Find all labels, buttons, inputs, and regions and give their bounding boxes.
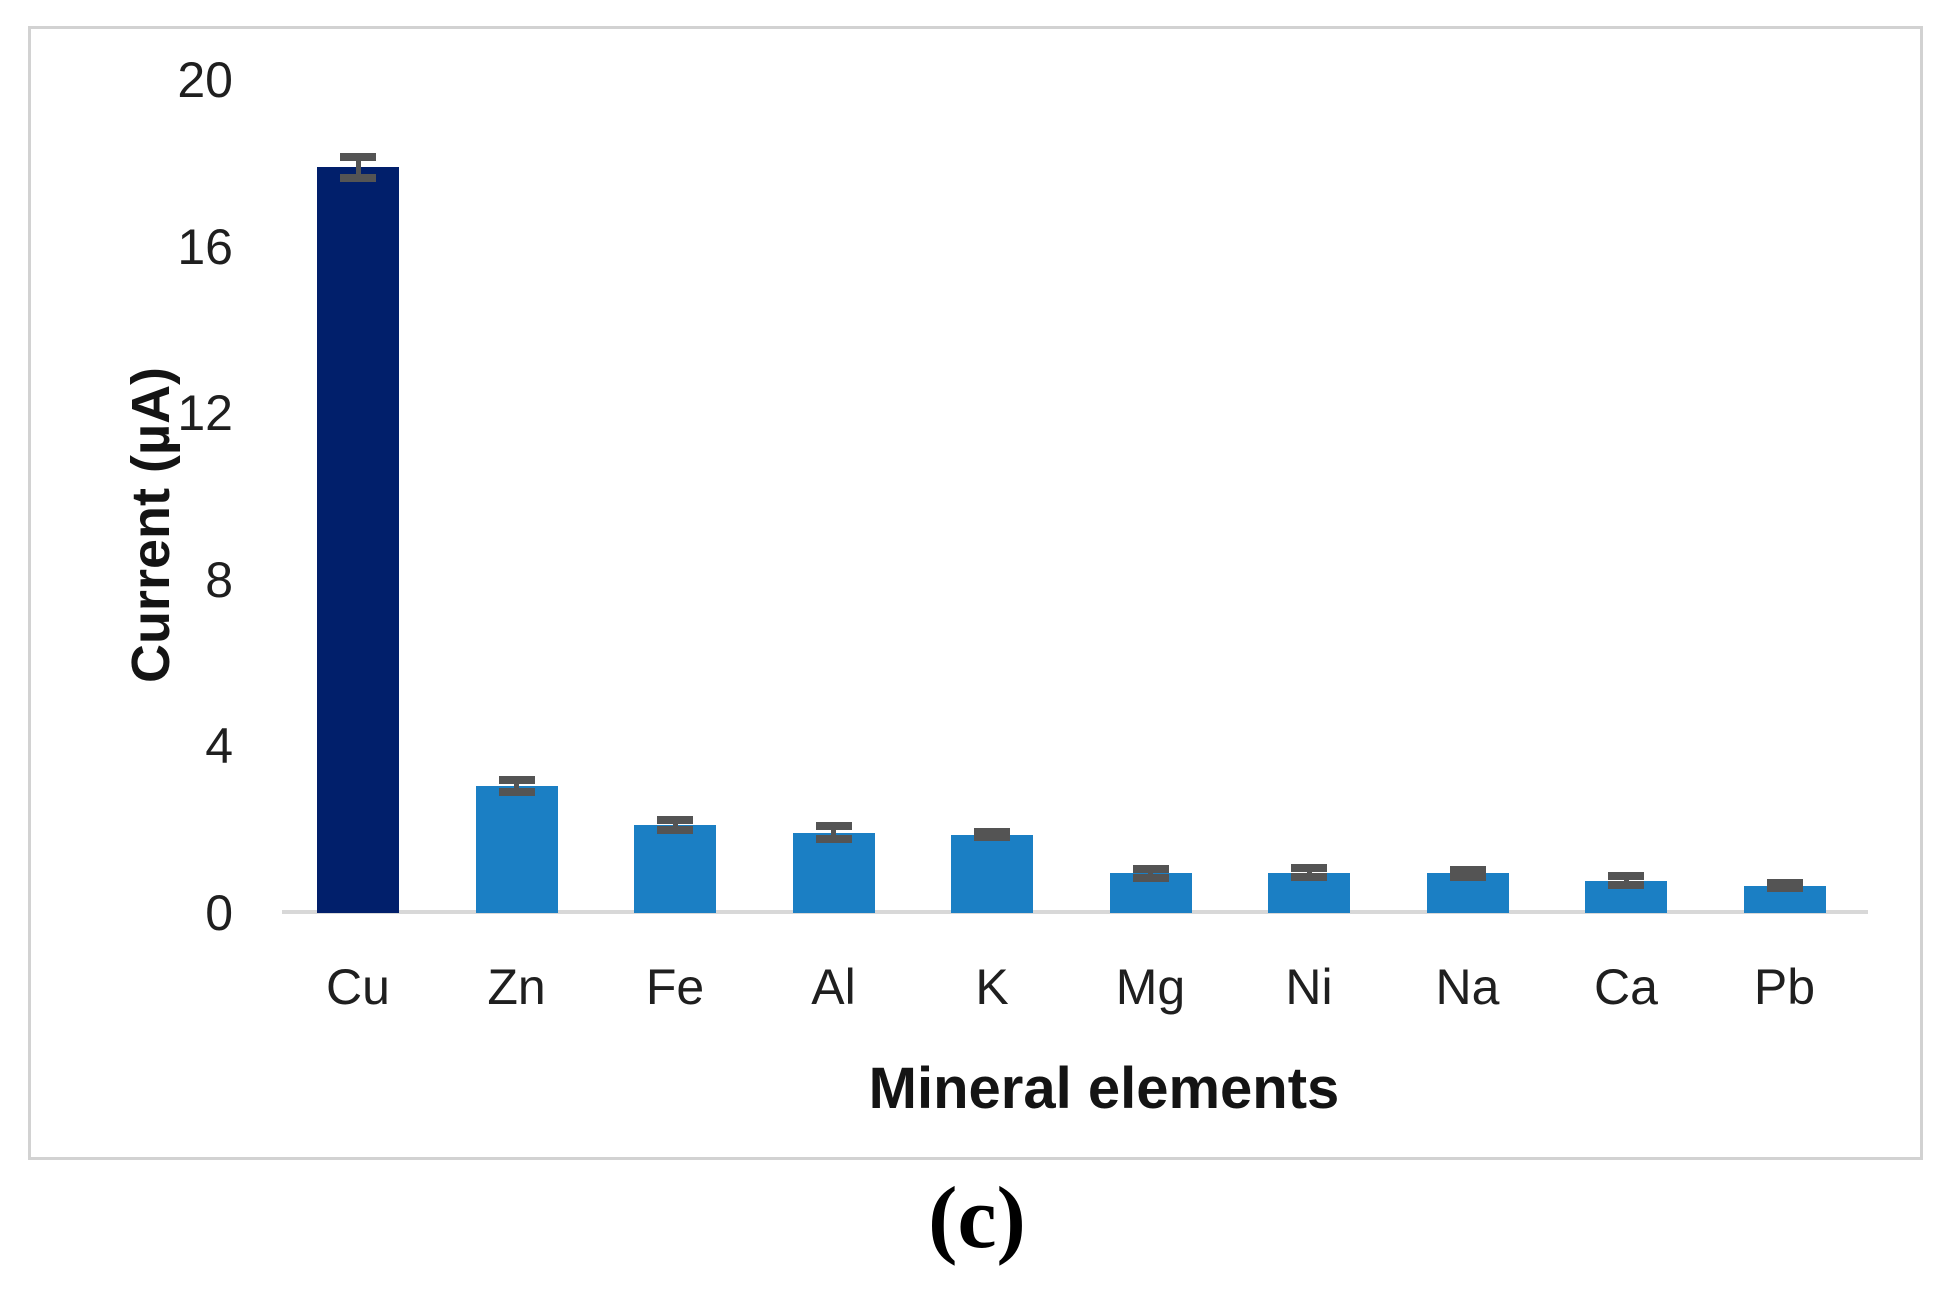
error-cap-bottom-na [1449,872,1486,881]
x-axis-title: Mineral elements [868,1056,1340,1121]
error-bar-cu [355,157,361,178]
x-tick-label-ca: Ca [1594,959,1658,1015]
y-tick-label: 8 [205,551,233,608]
x-tick-label-fe: Fe [645,959,705,1015]
error-cap-bottom-k [974,833,1010,842]
x-axis-line [282,910,1868,914]
y-tick-label: 4 [205,718,233,775]
error-bar-zn [514,779,519,793]
y-tick-label: 16 [177,218,233,275]
bar-k [951,834,1033,913]
error-bar-ca [1623,876,1629,885]
bar-cu [317,167,399,913]
error-cap-top-fe [657,815,693,824]
y-tick-label: 12 [177,385,233,442]
y-axis-title: Current (µA) [121,366,181,684]
x-tick-label-pb: Pb [1753,959,1816,1015]
error-cap-top-pb [1766,879,1803,888]
error-cap-bottom-zn [498,788,535,797]
error-cap-top-ni [1291,864,1327,873]
error-bar-fe [672,819,678,830]
error-cap-bottom-cu [340,173,376,182]
error-cap-top-zn [498,775,535,784]
error-bar-mg [1148,869,1153,878]
error-cap-top-mg [1132,865,1169,874]
x-tick-label-cu: Cu [326,959,390,1015]
error-bar-ni [1306,868,1312,877]
x-tick-label-zn: Zn [487,959,546,1015]
bar-zn [475,785,558,913]
bar-al [792,832,875,913]
error-cap-bottom-mg [1132,873,1169,882]
error-cap-bottom-al [815,834,852,843]
figure-caption: (c) [928,1170,1026,1267]
error-cap-top-ca [1608,872,1644,881]
x-tick-label-ni: Ni [1285,959,1333,1015]
x-tick-label-k: K [975,959,1009,1015]
x-tick-label-na: Na [1435,959,1500,1015]
bar-fe [634,824,716,913]
error-cap-bottom-pb [1766,884,1803,893]
error-cap-top-k [974,828,1010,837]
y-tick-label: 20 [177,52,233,108]
error-cap-top-na [1449,866,1486,875]
x-tick-label-mg: Mg [1115,959,1186,1015]
error-cap-bottom-ni [1291,872,1327,881]
error-cap-bottom-fe [657,825,693,834]
error-bar-al [831,826,836,839]
error-cap-top-al [815,822,852,831]
y-tick-label: 0 [205,885,233,941]
error-cap-bottom-ca [1608,880,1644,889]
error-cap-top-cu [340,153,376,162]
x-tick-label-al: Al [811,959,856,1015]
